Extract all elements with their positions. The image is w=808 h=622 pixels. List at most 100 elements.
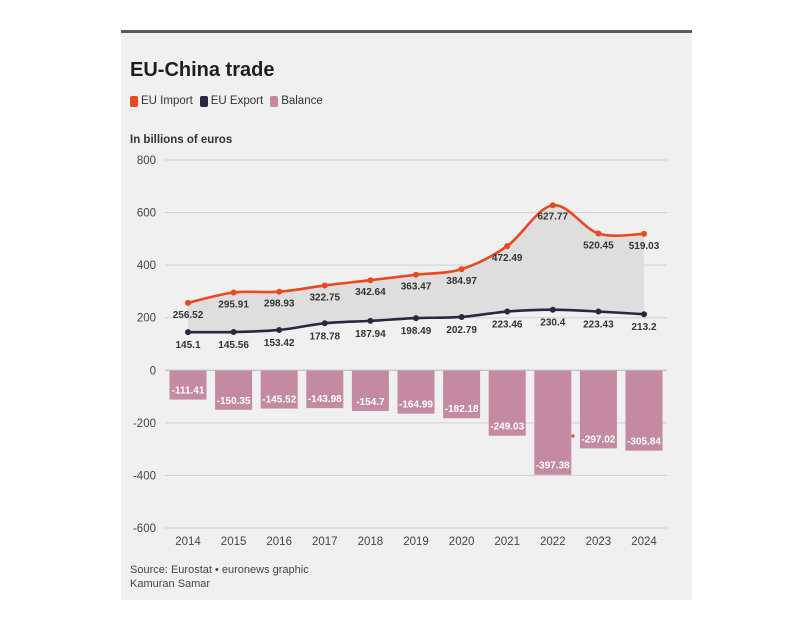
- export-point: [549, 306, 556, 313]
- balance-bar-label: -305.84: [627, 437, 661, 448]
- balance-bar: [260, 370, 298, 409]
- import-point: [413, 271, 419, 278]
- export-value-label: 223.43: [583, 320, 614, 331]
- source-note: Source: Eurostat • euronews graphic Kamu…: [130, 563, 309, 591]
- import-point: [321, 282, 328, 289]
- import-value-label: 256.52: [173, 310, 204, 321]
- balance-bar: [169, 370, 207, 400]
- export-value-label: 213.2: [631, 322, 656, 333]
- import-point: [276, 288, 283, 295]
- x-tick-label: 2019: [403, 536, 429, 548]
- legend-item-export[interactable]: EU Export: [199, 95, 264, 107]
- export-value-label: 202.79: [446, 325, 477, 336]
- export-value-label: 145.1: [175, 340, 200, 351]
- export-value-label: 145.56: [218, 340, 249, 351]
- y-tick-label: -200: [133, 418, 156, 430]
- balance-bar-label: -182.18: [445, 404, 479, 415]
- x-tick-label: 2014: [175, 536, 201, 548]
- source-text: Source: Eurostat • euronews graphic: [130, 564, 309, 576]
- import-value-label: 322.75: [310, 292, 341, 303]
- balance-bar-label: -249.03: [490, 422, 524, 433]
- export-value-label: 223.46: [492, 320, 523, 331]
- export-point: [595, 308, 602, 315]
- y-tick-label: -600: [133, 523, 156, 535]
- y-tick-label: -400: [133, 470, 156, 482]
- import-value-label: 384.97: [446, 276, 477, 287]
- y-tick-label: 600: [137, 208, 156, 220]
- balance-bar: [579, 370, 617, 449]
- x-tick-label: 2023: [586, 536, 612, 548]
- import-point: [549, 202, 556, 209]
- export-point: [413, 315, 419, 322]
- import-point: [367, 277, 374, 284]
- import-value-label: 472.49: [492, 253, 523, 264]
- legend-swatch-import: [130, 95, 138, 107]
- import-value-label: 342.64: [355, 287, 386, 298]
- export-point: [458, 313, 465, 320]
- import-value-label: 627.77: [538, 211, 569, 222]
- export-point: [641, 311, 647, 318]
- balance-bar: [625, 370, 663, 451]
- import-point: [185, 299, 191, 306]
- balance-bar-label: -154.7: [356, 397, 385, 408]
- x-tick-label: 2018: [358, 536, 384, 548]
- y-tick-label: 0: [150, 365, 156, 377]
- export-value-label: 153.42: [264, 338, 295, 349]
- export-point: [185, 329, 191, 336]
- import-value-label: 519.03: [629, 241, 660, 252]
- balance-bar: [534, 370, 572, 475]
- export-value-label: 198.49: [401, 326, 432, 337]
- import-point: [595, 230, 602, 237]
- legend-label-export: EU Export: [210, 95, 264, 107]
- import-point: [504, 243, 511, 250]
- chart-plot: 8006004002000-200-400-600-111.41-150.35-…: [133, 155, 667, 548]
- balance-bar: [306, 370, 344, 409]
- import-point: [230, 289, 237, 296]
- import-value-label: 520.45: [583, 240, 614, 251]
- legend-label-import: EU Import: [141, 95, 193, 107]
- chart-title: EU-China trade: [130, 59, 275, 81]
- chart-card: EU-China trade EU Import EU Export Balan…: [121, 30, 692, 600]
- x-tick-label: 2024: [631, 536, 657, 548]
- export-point: [276, 326, 283, 333]
- import-point: [641, 230, 647, 237]
- balance-bar: [351, 370, 389, 411]
- y-tick-label: 200: [137, 313, 156, 325]
- balance-bar-label: -397.38: [536, 461, 570, 472]
- balance-bar-label: -111.41: [172, 386, 205, 397]
- export-value-label: 178.78: [310, 331, 341, 342]
- import-value-label: 295.91: [218, 300, 249, 311]
- trade-area: [188, 205, 644, 333]
- import-value-label: 298.93: [264, 299, 295, 310]
- balance-bar: [443, 370, 481, 419]
- balance-bar-label: -143.98: [308, 394, 342, 405]
- legend-item-balance[interactable]: Balance: [270, 95, 323, 107]
- y-tick-label: 400: [137, 260, 156, 272]
- author-text: Kamuran Samar: [130, 578, 211, 590]
- balance-bar: [397, 370, 435, 414]
- balance-bar-label: -297.02: [581, 434, 615, 445]
- export-point: [367, 317, 374, 324]
- legend-swatch-balance: [270, 95, 279, 107]
- balance-bar-label: -150.35: [217, 396, 251, 407]
- y-tick-label: 800: [137, 155, 156, 167]
- x-tick-label: 2016: [266, 536, 292, 548]
- export-point: [230, 329, 237, 336]
- balance-bar-label: -164.99: [399, 400, 433, 411]
- balance-bar: [215, 370, 253, 410]
- stray-marker: [571, 434, 575, 438]
- legend: EU Import EU Export Balance: [130, 95, 323, 107]
- export-point: [504, 308, 511, 315]
- balance-bar-label: -145.52: [262, 395, 296, 406]
- import-point: [458, 266, 465, 273]
- legend-item-import[interactable]: EU Import: [130, 95, 193, 107]
- export-point: [321, 320, 328, 327]
- x-tick-label: 2015: [221, 536, 247, 548]
- legend-swatch-export: [199, 95, 208, 107]
- export-value-label: 230.4: [540, 318, 565, 329]
- balance-bar: [488, 370, 526, 436]
- x-tick-label: 2020: [449, 536, 475, 548]
- y-axis-label: In billions of euros: [130, 134, 233, 146]
- import-value-label: 363.47: [401, 282, 432, 293]
- export-value-label: 187.94: [355, 329, 386, 340]
